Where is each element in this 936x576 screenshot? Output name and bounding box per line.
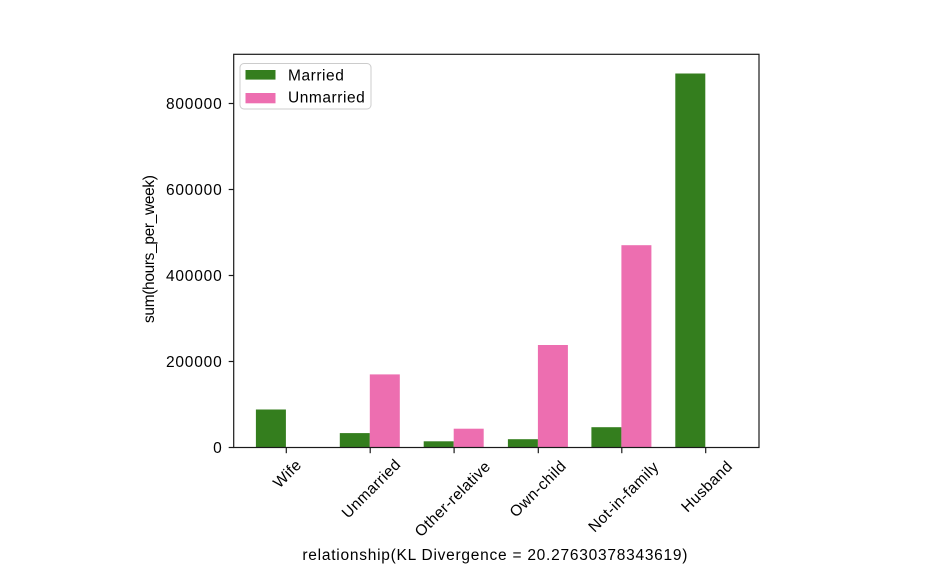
svg-text:400000: 400000	[166, 268, 223, 285]
svg-text:0: 0	[213, 440, 222, 457]
svg-text:relationship(KL Divergence = 2: relationship(KL Divergence = 20.27630378…	[302, 547, 688, 564]
svg-text:Married: Married	[288, 68, 344, 85]
svg-text:200000: 200000	[166, 354, 223, 371]
svg-text:sum(hours_per_week): sum(hours_per_week)	[141, 175, 158, 323]
svg-text:800000: 800000	[166, 96, 223, 113]
svg-text:Unmarried: Unmarried	[288, 89, 365, 106]
svg-text:600000: 600000	[166, 182, 223, 199]
